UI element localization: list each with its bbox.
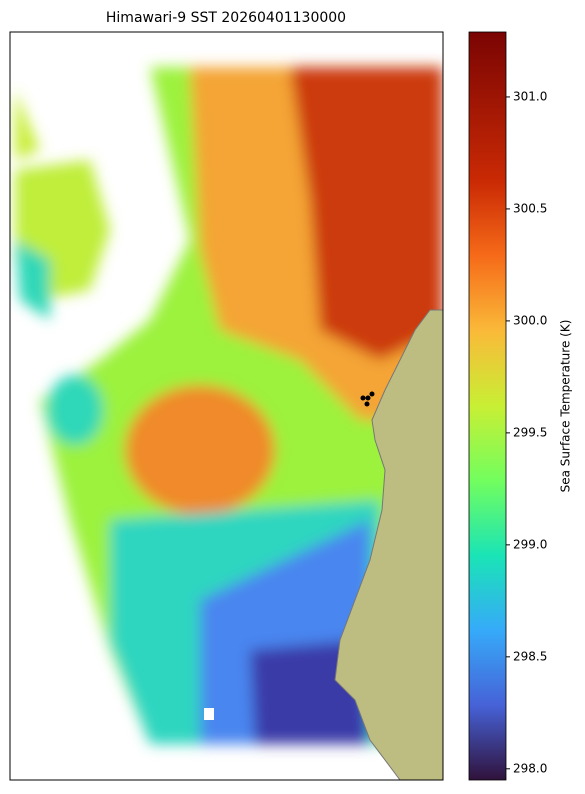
colorbar-tick-label: 301.0: [513, 89, 547, 103]
sst-field: [15, 67, 443, 780]
colorbar-tick-label: 299.5: [513, 425, 547, 439]
gap: [204, 708, 214, 720]
colorbar-label: Sea Surface Temperature (K): [559, 320, 573, 493]
colorbar-tick-label: 299.0: [513, 537, 547, 551]
colorbar-ticks: 298.0 298.5 299.0 299.5 300.0 300.5 301.0: [506, 89, 547, 775]
station-markers: [360, 391, 375, 407]
colorbar-tick-label: 298.0: [513, 761, 547, 775]
colorbar: [468, 31, 507, 781]
map-title: Himawari-9 SST 20260401130000: [106, 10, 346, 26]
colorbar-tick-label: 300.5: [513, 201, 547, 215]
colorbar-tick-label: 300.0: [513, 313, 547, 327]
map-frame: [9, 31, 444, 781]
colorbar-tick-label: 298.5: [513, 649, 547, 663]
land: [334, 309, 443, 780]
